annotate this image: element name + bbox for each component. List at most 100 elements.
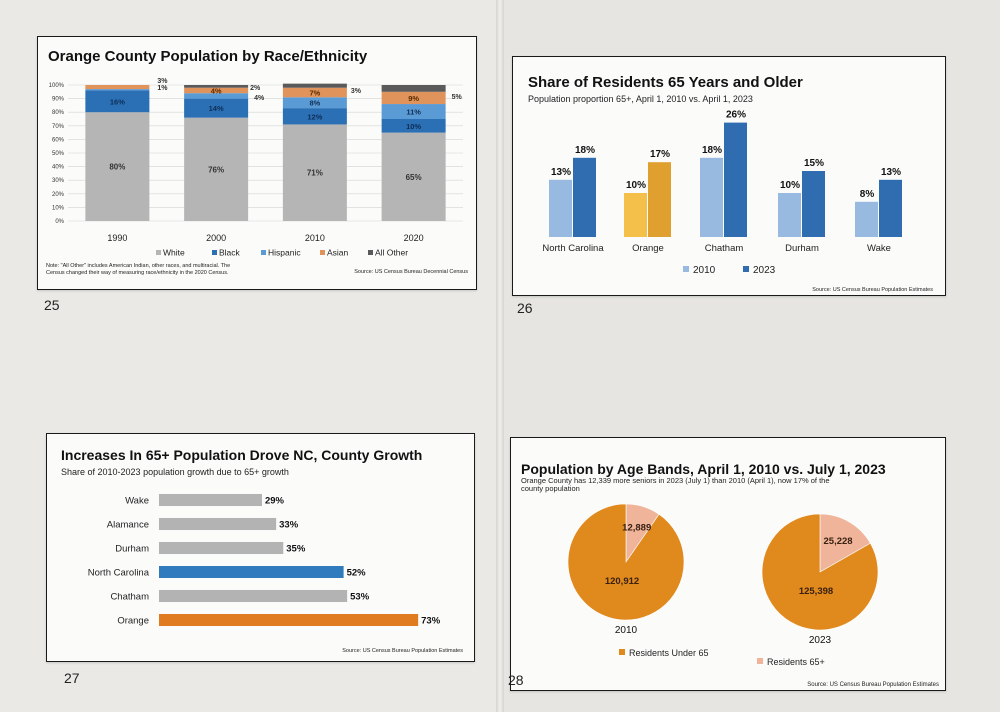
seniors-bar — [549, 179, 572, 237]
race-bar-label: 11% — [406, 108, 421, 117]
race-bar-segment — [184, 117, 249, 221]
race-legend-swatch — [212, 250, 217, 255]
race-chart-panel: Orange County Population by Race/Ethnici… — [37, 36, 477, 290]
seniors-x-tick: North Carolina — [542, 243, 604, 254]
seniors-bar-label: 18% — [702, 145, 722, 156]
growth-bar-label: 35% — [286, 544, 306, 555]
pie-legend-label: Residents 65+ — [767, 657, 825, 667]
pie-slice-under65 — [567, 503, 685, 621]
race-bar-segment — [381, 119, 446, 133]
seniors-bar-label: 10% — [626, 180, 646, 191]
seniors-legend-swatch — [743, 266, 749, 272]
race-bar-segment — [184, 85, 249, 88]
seniors-chart-panel: Share of Residents 65 Years and Older Po… — [512, 56, 946, 296]
race-legend-swatch — [368, 250, 373, 255]
race-y-tick: 80% — [52, 110, 65, 116]
page-number-26: 26 — [517, 300, 533, 316]
seniors-bar-label: 17% — [650, 149, 670, 160]
race-legend-label: White — [163, 248, 185, 258]
race-chart-title: Orange County Population by Race/Ethnici… — [48, 48, 368, 65]
growth-bar — [159, 518, 277, 530]
growth-bar — [159, 542, 284, 554]
race-bar-label: 14% — [209, 104, 224, 113]
growth-bar-label: 53% — [350, 592, 370, 603]
race-legend-swatch — [156, 250, 161, 255]
race-y-tick: 0% — [55, 219, 64, 225]
race-x-tick: 2020 — [404, 233, 424, 243]
seniors-bar — [855, 201, 878, 237]
seniors-x-tick: Durham — [785, 243, 819, 254]
seniors-legend-swatch — [683, 266, 689, 272]
race-bar-segment — [282, 97, 347, 109]
race-bar-label: 1% — [157, 85, 168, 92]
race-bar-label: 9% — [408, 94, 419, 103]
race-chart: Orange County Population by Race/Ethnici… — [46, 48, 468, 276]
growth-y-tick: Orange — [117, 616, 149, 627]
growth-bar-label: 73% — [421, 616, 441, 627]
pie-legend-swatch — [757, 658, 763, 664]
seniors-bar-label: 10% — [780, 180, 800, 191]
growth-chart-subtitle: Share of 2010-2023 population growth due… — [61, 467, 289, 477]
race-y-tick: 30% — [52, 178, 65, 184]
book-spine — [496, 0, 504, 712]
growth-chart-source: Source: US Census Bureau Population Esti… — [342, 648, 463, 654]
race-bar-label: 2% — [250, 85, 261, 92]
race-legend-label: Asian — [327, 248, 349, 258]
ageband-chart: Population by Age Bands, April 1, 2010 v… — [521, 461, 939, 688]
ageband-chart-source: Source: US Census Bureau Population Esti… — [807, 682, 939, 688]
growth-chart: Increases In 65+ Population Drove NC, Co… — [61, 447, 463, 654]
race-bar-segment — [85, 90, 150, 113]
race-bar-segment — [282, 108, 347, 125]
growth-bar-label: 29% — [265, 496, 285, 507]
growth-bar — [159, 614, 419, 626]
pie-year-label: 2023 — [809, 635, 832, 646]
race-bar-label: 76% — [208, 165, 224, 174]
seniors-bar-label: 26% — [726, 110, 746, 121]
race-bar-segment — [85, 89, 150, 91]
seniors-bar-label: 13% — [881, 167, 901, 178]
race-y-tick: 10% — [52, 205, 65, 211]
ageband-chart-panel: Population by Age Bands, April 1, 2010 v… — [510, 437, 946, 691]
race-bar-segment — [282, 124, 347, 221]
seniors-x-tick: Wake — [867, 243, 891, 254]
seniors-chart-source: Source: US Census Bureau Population Esti… — [812, 287, 933, 293]
ageband-chart-subtitle-2: county population — [521, 484, 580, 493]
race-y-tick: 60% — [52, 137, 65, 143]
growth-y-tick: Alamance — [107, 520, 149, 531]
race-legend-label: All Other — [375, 248, 408, 258]
seniors-bar — [724, 122, 747, 237]
growth-chart-panel: Increases In 65+ Population Drove NC, Co… — [46, 433, 475, 662]
pie-legend-label: Residents Under 65 — [629, 648, 709, 658]
race-y-tick: 100% — [49, 83, 65, 89]
seniors-bar — [624, 193, 647, 237]
pie-legend-swatch — [619, 649, 625, 655]
growth-bar-label: 33% — [279, 520, 299, 531]
race-chart-source: Source: US Census Bureau Decennial Censu… — [354, 269, 468, 275]
race-bar-label: 3% — [351, 88, 362, 95]
race-bar-segment — [381, 132, 446, 221]
seniors-x-tick: Chatham — [705, 243, 744, 254]
seniors-bar-label: 8% — [860, 189, 875, 200]
race-bar-segment — [381, 104, 446, 119]
race-bar-label: 5% — [452, 94, 463, 101]
pie-slice-65plus — [819, 513, 871, 573]
race-x-tick: 2000 — [206, 233, 226, 243]
seniors-legend-label: 2023 — [753, 265, 776, 276]
page-number-25: 25 — [44, 297, 60, 313]
pie-value-label: 125,398 — [799, 586, 833, 597]
race-bar-segment — [184, 87, 249, 94]
race-bar-label: 10% — [406, 122, 421, 131]
growth-chart-title: Increases In 65+ Population Drove NC, Co… — [61, 447, 422, 463]
page-number-27: 27 — [64, 670, 80, 686]
race-y-tick: 40% — [52, 165, 65, 171]
race-y-tick: 50% — [52, 151, 65, 157]
race-bar-segment — [85, 85, 150, 90]
growth-y-tick: North Carolina — [88, 568, 150, 579]
growth-y-tick: Wake — [125, 496, 149, 507]
seniors-bar — [573, 157, 596, 237]
seniors-bar — [648, 162, 671, 237]
race-bar-segment — [282, 83, 347, 88]
race-bar-segment — [381, 85, 446, 92]
growth-y-tick: Chatham — [110, 592, 149, 603]
race-y-tick: 70% — [52, 124, 65, 130]
